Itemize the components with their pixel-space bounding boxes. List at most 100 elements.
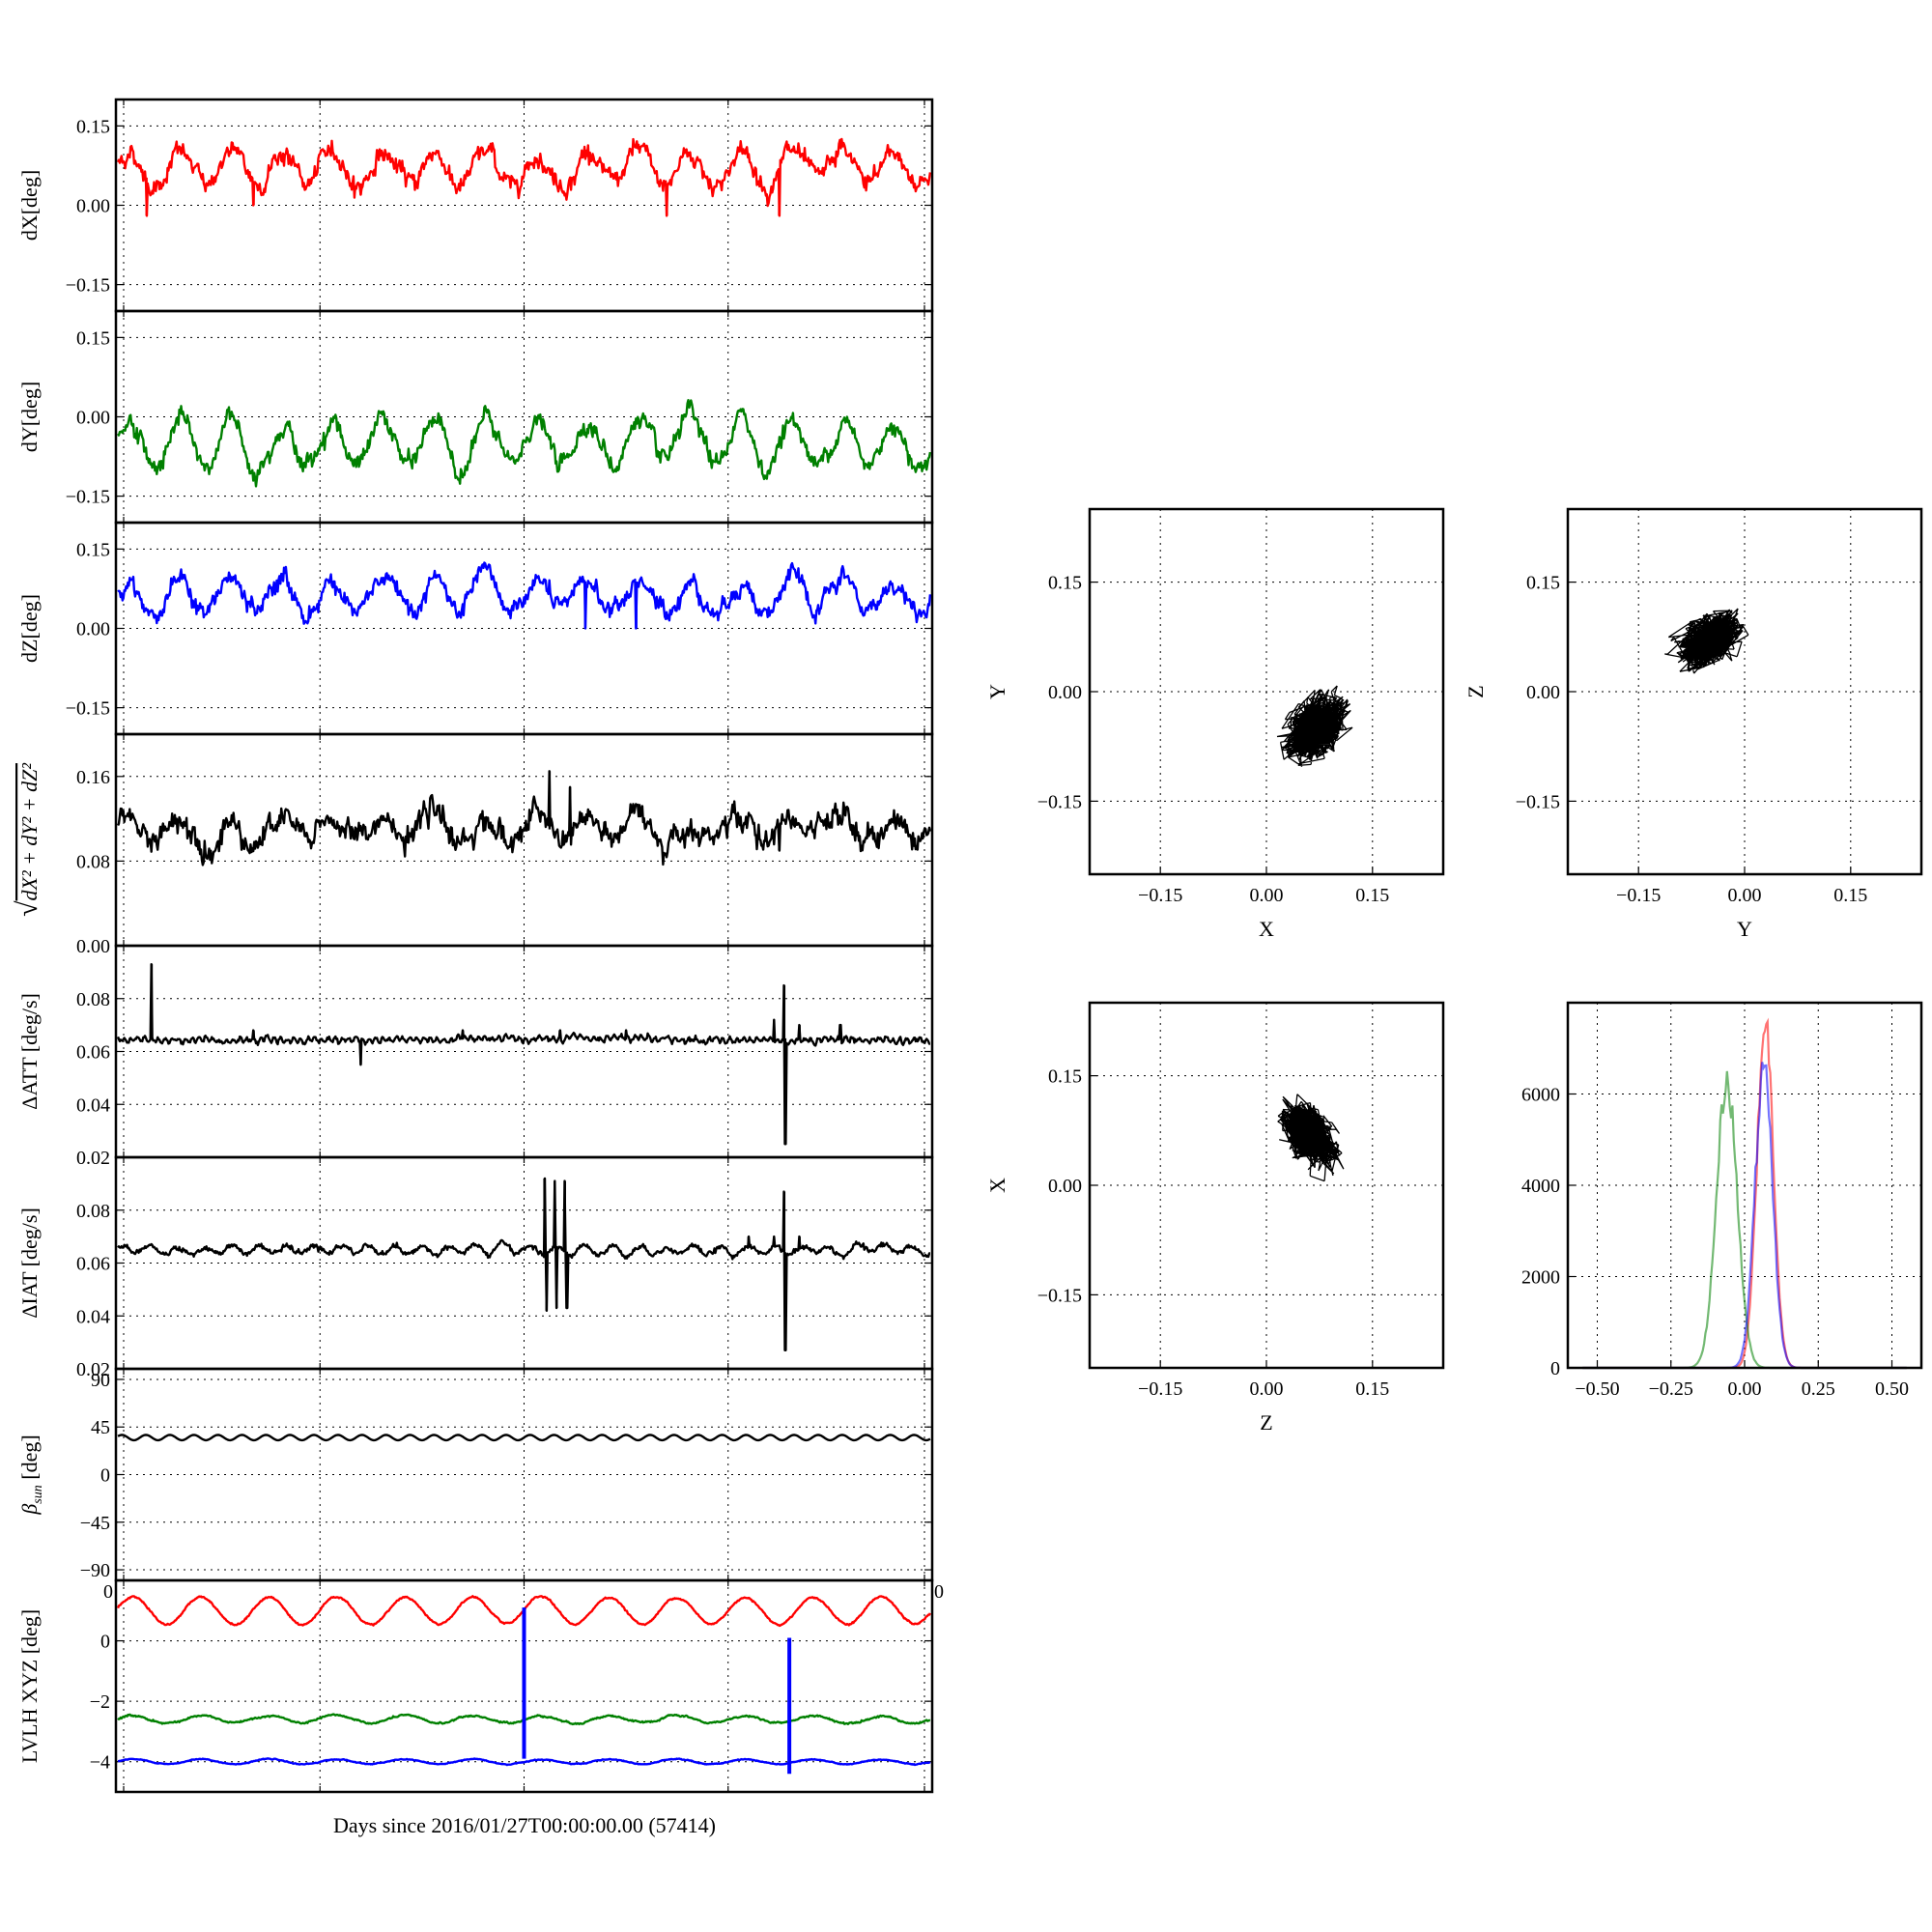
scatter-Y-Z: −0.15 −0.15 0.00 0.00 0.15 0.15 Y Z [1463,507,1923,941]
x-tick-label: −0.15 [1138,1378,1182,1400]
y-axis-label: √dX² + dY² + dZ² [12,763,43,917]
x-tick-label: 0.15 [1355,1378,1389,1400]
y-tick-label: 0.02 [76,1359,110,1380]
y-tick-label: 0.00 [76,619,110,640]
y-axis-label: Y [985,684,1009,699]
y-tick-label: 0.00 [76,408,110,429]
panel-frame [114,732,934,948]
x-tick-label: 0.00 [1250,885,1284,906]
y-axis-label: dY[deg] [17,382,42,452]
time-axis-label: Days since 2016/01/27T00:00:00.00 (57414… [333,1813,716,1837]
x-tick-label: −0.15 [1616,885,1661,906]
edge-label-right: 0 [934,1581,944,1603]
y-tick-label: 4000 [1521,1176,1560,1197]
x-tick-label: 0.00 [1250,1378,1284,1400]
y-tick-label: −4 [90,1752,110,1774]
y-tick-label: 0 [100,1632,110,1653]
y-tick-label: 0.15 [1048,1066,1082,1088]
panel-frame [114,1578,934,1794]
y-tick-label: 0 [100,1465,110,1487]
y-tick-label: −90 [80,1560,110,1581]
scatter-X-Y: −0.15 −0.15 0.00 0.00 0.15 0.15 X Y [985,507,1445,941]
series-line-3 [117,1757,931,1767]
panel-6: 0.08 0.06 0.04 0.02 ΔIAT [deg/s] [17,1155,934,1380]
scatter-points [1664,608,1749,674]
y-tick-label: −0.15 [1516,791,1560,812]
y-axis-label: ΔIAT [deg/s] [17,1208,42,1319]
panel-5: 0.08 0.06 0.04 0.02 ΔATT [deg/s] [17,944,934,1169]
x-tick-label: −0.50 [1575,1378,1619,1400]
x-tick-label: 0.50 [1875,1378,1909,1400]
y-axis-label: dX[deg] [17,170,42,241]
y-tick-label: −2 [90,1691,110,1713]
y-axis-label: dZ[deg] [17,594,42,663]
x-axis-label: X [1259,917,1274,941]
y-tick-label: 0.15 [76,327,110,349]
y-axis-label: X [985,1178,1009,1193]
scatter-Z-X: −0.15 −0.15 0.00 0.00 0.15 0.15 Z X [985,1001,1445,1435]
edge-label-left: 0 [103,1581,113,1603]
panel-frame [1088,507,1445,876]
y-tick-label: 0 [1550,1358,1560,1379]
x-tick-label: 0.15 [1355,885,1389,906]
panel-1: 0.15 0.00 −0.15 dX[deg] [17,98,934,313]
y-tick-label: 0.15 [1048,573,1082,594]
y-axis-label: Z [1463,685,1488,697]
y-axis-label: LVLH XYZ [deg] [17,1609,42,1763]
y-tick-label: 0.02 [76,1148,110,1169]
series-line-1 [116,137,932,217]
time-series-stack: 0.15 0.00 −0.15 dX[deg] 0.15 0.00 −0.15 dY[deg]… [12,98,944,1794]
y-tick-label: 0.00 [76,936,110,957]
histogram-series-1 [1582,1017,1907,1370]
x-tick-label: 0.25 [1802,1378,1835,1400]
y-tick-label: 0.00 [1048,682,1082,703]
y-axis-label: βsun [deg] [17,1435,45,1515]
sqrt-expression: dX² + dY² + dZ² [17,763,42,901]
y-tick-label: 0.15 [76,116,110,137]
x-tick-label: 0.00 [1728,1378,1762,1400]
x-tick-label: −0.15 [1138,885,1182,906]
panel-frame [1566,507,1923,876]
y-tick-label: −0.15 [66,487,110,508]
scatter-points [1276,685,1353,767]
x-tick-label: 0.00 [1728,885,1762,906]
series-line-1 [117,1434,931,1442]
y-tick-label: 2000 [1521,1267,1560,1289]
y-tick-label: 90 [91,1370,110,1391]
sqrt-symbol: √ [12,900,43,917]
y-tick-label: 0.00 [1048,1176,1082,1197]
x-axis-label: Z [1260,1410,1272,1435]
panel-8: 0 −2 −4 LVLH XYZ [deg] 0 0 [17,1578,944,1794]
panel-3: 0.15 0.00 −0.15 dZ[deg] [17,521,934,736]
y-tick-label: 0.06 [76,1042,110,1064]
panel-7: 90 45 0 −45 −90 βsun [deg] [17,1367,934,1582]
series-line-1 [117,1177,931,1352]
x-tick-label: −0.25 [1649,1378,1693,1400]
y-tick-label: −0.15 [1037,1285,1082,1306]
y-tick-label: 0.15 [1526,573,1560,594]
y-tick-label: 0.08 [76,851,110,872]
y-tick-label: 0.04 [76,1094,110,1116]
panel-frame [1566,1001,1923,1370]
panel-2: 0.15 0.00 −0.15 dY[deg] [17,309,934,525]
histogram-panel: −0.50 −0.25 0.00 0.25 0.50 0 2000 4000 6000 [1521,1001,1923,1400]
series-line-1 [117,770,932,867]
y-tick-label: −0.15 [1037,791,1082,812]
beta-unit: [deg] [17,1435,42,1485]
y-tick-label: 0.16 [76,767,110,788]
x-axis-label: Y [1737,917,1752,941]
scatter-panels: −0.15 −0.15 0.00 0.00 0.15 0.15 X Y −0.15 −0.15 0.… [985,507,1923,1435]
y-tick-label: −0.15 [66,275,110,297]
y-tick-label: 0.08 [76,989,110,1010]
beta-symbol: β [17,1504,42,1516]
y-tick-label: 0.08 [76,1201,110,1222]
beta-subscript: sun [31,1485,45,1503]
y-axis-label: ΔATT [deg/s] [17,993,42,1110]
y-tick-label: 0.00 [1526,682,1560,703]
series-line-1 [117,561,932,630]
y-tick-label: 0.06 [76,1254,110,1275]
y-tick-label: 6000 [1521,1085,1560,1106]
y-tick-label: 0.15 [76,539,110,560]
panel-4: 0.16 0.08 0.00 √dX² + dY² + dZ² [12,732,934,957]
